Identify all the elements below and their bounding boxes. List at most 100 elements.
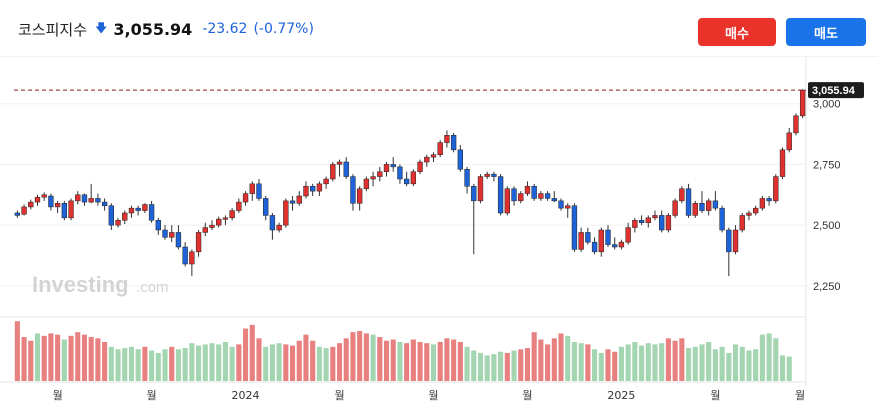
y-tick-label: 3,000 (813, 99, 841, 111)
volume-bar (759, 334, 765, 381)
price-change-percent: (-0.77%) (253, 21, 314, 37)
volume-bar (249, 324, 255, 381)
candle-body (518, 193, 524, 202)
index-name: 코스피지수 (18, 20, 88, 39)
candle-body (122, 212, 128, 221)
candle-body (598, 229, 604, 253)
volume-bar (357, 330, 363, 381)
candle-body (54, 203, 61, 208)
candle-body (263, 198, 269, 216)
candle-body (88, 198, 94, 203)
volume-bar (243, 328, 249, 381)
volume-bar (189, 343, 195, 381)
volume-bar (766, 333, 772, 381)
volume-bar (652, 344, 658, 381)
x-tick-label: 월 (795, 389, 805, 402)
candle-body (605, 229, 611, 245)
volume-bar (182, 348, 188, 381)
candle-body (410, 171, 417, 185)
candle-body (679, 188, 685, 202)
sell-button[interactable]: 매도 (786, 18, 866, 46)
volume-bar (269, 344, 275, 381)
candle-body (142, 204, 148, 211)
down-arrow-icon: 🡇 (95, 20, 108, 35)
candle-body (491, 173, 497, 177)
candle-body (148, 204, 155, 221)
candle-body (618, 241, 625, 248)
volume-bar (598, 352, 604, 381)
candle-body (638, 220, 645, 223)
candle-body (169, 232, 175, 238)
candle-body (524, 186, 531, 194)
candle-body (417, 161, 423, 172)
x-tick-label: 월 (710, 389, 720, 402)
volume-bar (665, 338, 671, 381)
candle-body (444, 135, 450, 143)
volume-bar (377, 337, 383, 381)
volume-bar (21, 337, 27, 381)
volume-bar (578, 343, 584, 381)
x-tick-label: 2024 (232, 389, 260, 402)
candle-body (732, 229, 739, 253)
candle-body (511, 188, 517, 202)
volume-bar (55, 334, 61, 381)
candle-body (269, 215, 276, 231)
candle-body (28, 201, 34, 208)
quote-header: 코스피지수 🡇 3,055.94 -23.62 (-0.77%) (18, 18, 314, 40)
volume-bar (531, 332, 537, 381)
volume-bar (14, 321, 20, 381)
volume-bar (484, 355, 490, 381)
candle-body (538, 193, 544, 199)
volume-bar (498, 351, 504, 381)
volume-bar (712, 349, 718, 381)
volume-bar (424, 343, 430, 381)
candle-body (591, 241, 598, 253)
volume-bar (417, 341, 423, 381)
candle-body (578, 232, 584, 250)
volume-bar (175, 349, 181, 381)
volume-bar (464, 346, 470, 381)
x-tick-label: 월 (147, 389, 157, 402)
volume-bar (196, 345, 202, 381)
candle-body (430, 154, 437, 158)
watermark-logo: Investing (32, 272, 129, 297)
candle-body (786, 132, 792, 151)
volume-bar (585, 344, 591, 381)
candle-body (229, 210, 235, 219)
candle-body (336, 161, 343, 165)
candle-body (672, 200, 678, 216)
price-chart[interactable]: 3,000 2,750 2,500 2,250 Investing .com 3,055.9… (0, 56, 878, 413)
y-tick-label: 2,500 (813, 220, 841, 232)
volume-bar (551, 338, 557, 381)
volume-bar (471, 350, 477, 381)
candle-body (195, 232, 202, 253)
candle-body (779, 149, 786, 177)
x-tick-label: 월 (428, 389, 438, 402)
candle-body (316, 183, 323, 192)
volume-bar (779, 355, 786, 381)
volume-bar (149, 350, 155, 381)
candle-body (692, 203, 698, 216)
volume-bar (753, 349, 759, 381)
x-tick-label: 월 (522, 389, 532, 402)
volume-bar (162, 349, 168, 381)
candle-body (135, 207, 141, 211)
candle-body (303, 186, 309, 197)
candle-body (652, 215, 658, 219)
volume-bar (169, 346, 175, 381)
candle-body (424, 156, 430, 163)
candle-body (242, 193, 249, 203)
x-tick-label: 월 (53, 389, 63, 402)
candle-body (699, 203, 705, 211)
candle-body (95, 198, 101, 203)
volume-bar (88, 337, 94, 381)
buy-button[interactable]: 매수 (698, 18, 776, 46)
candle-body (571, 205, 578, 250)
volume-bar (303, 334, 309, 381)
chart-canvas[interactable]: 3,000 2,750 2,500 2,250 Investing .com 3,055.9… (0, 56, 878, 413)
candle-body (558, 200, 564, 209)
candle-body (48, 195, 54, 208)
volume-bar (263, 346, 269, 381)
volume-bar (618, 346, 624, 381)
candle-body (75, 194, 81, 202)
